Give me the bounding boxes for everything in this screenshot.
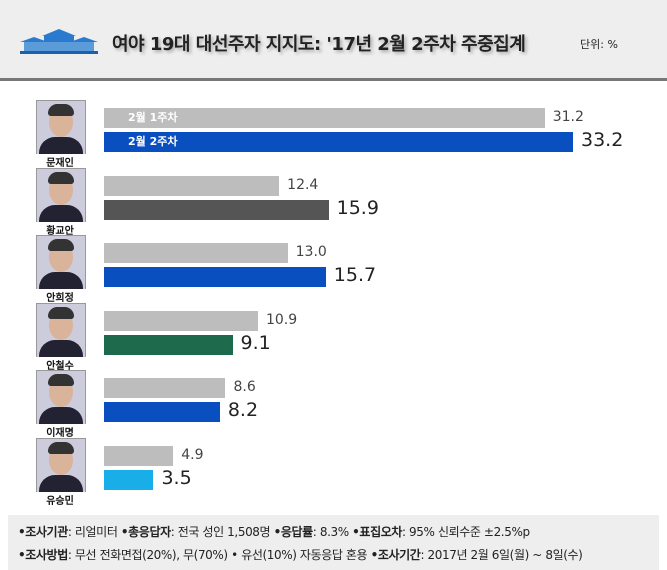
bar-week1: [104, 108, 545, 128]
candidate-photo: [36, 303, 86, 361]
footer-key: •조사기간: [370, 548, 421, 562]
bar-week2: [104, 267, 326, 287]
bar-week1: [104, 378, 226, 398]
candidate-name: 이재명: [30, 424, 90, 439]
chart-title: 여야 19대 대선주자 지지도: '17년 2월 2주차 주중집계: [112, 34, 526, 55]
bar-week1: [104, 176, 280, 196]
candidate-name: 문재인: [30, 154, 90, 169]
footer-key: •조사기관: [18, 525, 68, 539]
value-label-week1: 4.9: [181, 447, 204, 463]
footer-notes: •조사기관: 리얼미터 •총응답자: 전국 성인 1,508명 •응답률: 8.…: [8, 515, 659, 570]
unit-label: 단위: %: [580, 38, 618, 51]
footer-value: : 2017년 2월 6일(월) ~ 8일(수): [420, 548, 583, 562]
bar-week1: [104, 243, 288, 263]
value-label-week2: 8.2: [227, 399, 259, 421]
footer-key: •조사방법: [18, 548, 68, 562]
footer-value: : 무선 전화면접(20%), 무(70%) • 유선(10%) 자동응답 혼용: [67, 548, 371, 562]
header: 여야 19대 대선주자 지지도: '17년 2월 2주차 주중집계 단위: %: [0, 0, 667, 81]
value-label-week2: 15.7: [333, 264, 377, 286]
candidate-photo: [36, 100, 86, 158]
legend-week1: 2월 1주차: [128, 111, 178, 124]
footer-key: •응답률: [273, 525, 314, 539]
footer-value: : 8.3%: [312, 525, 353, 539]
bar-week1: [104, 311, 258, 331]
footer-value: : 리얼미터: [67, 525, 121, 539]
footer-key: •표집오차: [352, 525, 402, 539]
candidate-row: 안희정 13.0 15.7: [0, 235, 667, 309]
bar-week2: [104, 132, 573, 152]
value-label-week1: 13.0: [295, 244, 327, 260]
value-label-week2: 15.9: [336, 197, 379, 219]
candidate-row: 안철수 10.9 9.1: [0, 303, 667, 377]
value-label-week2: 33.2: [581, 129, 624, 151]
legend-week2: 2월 2주차: [128, 135, 178, 148]
value-label-week1: 8.6: [233, 379, 256, 395]
bar-week2: [104, 470, 154, 490]
value-label-week2: 3.5: [161, 467, 192, 489]
bar-week2: [104, 335, 233, 355]
candidate-photo: [36, 438, 86, 496]
bar-week2: [104, 200, 329, 220]
bar-week2: [104, 402, 220, 422]
footer-line-1: •조사기관: 리얼미터 •총응답자: 전국 성인 1,508명 •응답률: 8.…: [18, 523, 530, 540]
value-label-week1: 12.4: [287, 177, 319, 193]
candidate-row: 이재명 8.6 8.2: [0, 370, 667, 444]
candidate-name: 유승민: [30, 492, 90, 507]
candidate-name: 안희정: [30, 289, 90, 304]
candidate-photo: [36, 370, 86, 428]
footer-line-2: •조사방법: 무선 전화면접(20%), 무(70%) • 유선(10%) 자동…: [18, 546, 583, 563]
candidate-name: 안철수: [30, 357, 90, 372]
footer-value: : 95% 신뢰수준 ±2.5%p: [402, 525, 530, 539]
candidate-photo: [36, 168, 86, 226]
footer-value: : 전국 성인 1,508명: [170, 525, 274, 539]
candidate-row: 문재인 31.2 33.2 2월 1주차 2월 2주차: [0, 100, 667, 174]
candidate-name: 황교안: [30, 222, 90, 237]
candidate-row: 유승민 4.9 3.5: [0, 438, 667, 512]
value-label-week2: 9.1: [240, 332, 271, 354]
blue-house-logo-icon: [20, 29, 98, 54]
value-label-week1: 10.9: [265, 312, 298, 328]
value-label-week1: 31.2: [552, 109, 584, 125]
bar-week1: [104, 446, 174, 466]
candidate-row: 황교안 12.4 15.9: [0, 168, 667, 242]
footer-key: •총응답자: [120, 525, 171, 539]
candidate-photo: [36, 235, 86, 293]
